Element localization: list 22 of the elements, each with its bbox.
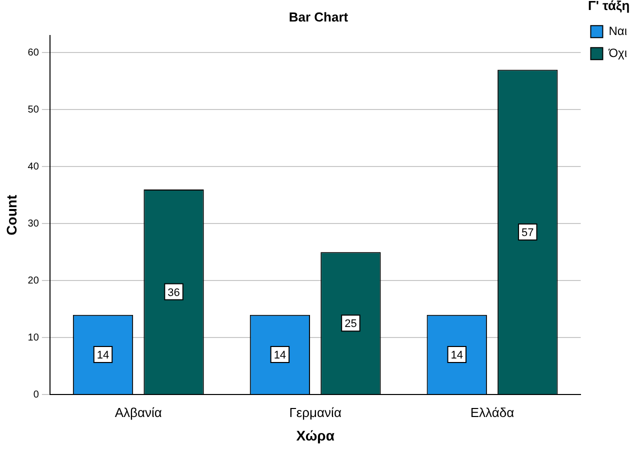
y-tick-label: 60 xyxy=(28,47,40,58)
chart-title: Bar Chart xyxy=(288,9,349,24)
y-tick-label: 10 xyxy=(28,332,40,344)
x-tick-label: Ελλάδα xyxy=(470,404,515,420)
legend-title: Γ' τάξη xyxy=(588,0,630,14)
y-tick-label: 30 xyxy=(28,218,40,230)
data-label: 25 xyxy=(344,318,357,330)
y-tick-label: 50 xyxy=(28,104,40,116)
x-tick-label: Γερμανία xyxy=(289,404,342,420)
data-label: 14 xyxy=(450,349,463,362)
data-label: 57 xyxy=(522,226,534,239)
x-tick-label: Αλβανία xyxy=(114,404,162,420)
x-axis-title: Χώρα xyxy=(296,427,335,444)
data-label: 14 xyxy=(274,349,286,362)
data-label: 36 xyxy=(168,286,180,299)
y-axis-title: Count xyxy=(3,194,20,236)
legend-label: Όχι xyxy=(608,46,628,60)
y-tick-label: 20 xyxy=(28,275,40,286)
y-tick-label: 40 xyxy=(28,161,40,172)
y-tick-label: 0 xyxy=(33,389,40,400)
data-label: 14 xyxy=(96,349,110,362)
legend-label: Ναι xyxy=(608,24,628,38)
